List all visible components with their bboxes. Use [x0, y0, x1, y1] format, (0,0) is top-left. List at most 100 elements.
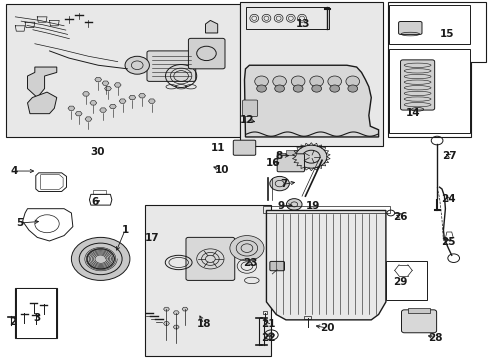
Bar: [388, 5, 469, 44]
Text: 2: 2: [9, 317, 17, 327]
Polygon shape: [75, 112, 82, 116]
Text: 12: 12: [239, 115, 254, 125]
Polygon shape: [163, 321, 169, 325]
Bar: [262, 311, 267, 314]
Bar: [245, 7, 328, 30]
Ellipse shape: [254, 76, 268, 87]
Circle shape: [229, 235, 264, 261]
FancyBboxPatch shape: [398, 22, 421, 35]
Polygon shape: [266, 211, 385, 320]
Bar: [16, 288, 56, 338]
Text: 20: 20: [320, 323, 334, 333]
FancyBboxPatch shape: [147, 51, 195, 81]
Text: 13: 13: [295, 19, 309, 29]
Polygon shape: [129, 95, 136, 100]
Text: 30: 30: [90, 147, 104, 157]
Circle shape: [286, 199, 302, 210]
Circle shape: [274, 85, 284, 92]
Polygon shape: [205, 21, 217, 33]
Bar: [407, 309, 429, 313]
FancyBboxPatch shape: [388, 270, 417, 295]
Text: 4: 4: [10, 166, 18, 176]
Bar: [387, 62, 470, 137]
Text: 7: 7: [279, 179, 286, 189]
Text: 27: 27: [441, 150, 456, 161]
Bar: [388, 49, 469, 134]
Text: 18: 18: [196, 319, 211, 329]
Text: 28: 28: [427, 333, 442, 343]
Circle shape: [71, 237, 130, 280]
Polygon shape: [109, 104, 116, 109]
Polygon shape: [173, 311, 179, 315]
FancyBboxPatch shape: [188, 39, 224, 69]
Bar: [93, 190, 105, 194]
Polygon shape: [182, 307, 187, 311]
Text: 6: 6: [91, 197, 98, 207]
Text: 23: 23: [243, 258, 257, 268]
Bar: [387, 3, 485, 62]
FancyBboxPatch shape: [400, 60, 434, 110]
Text: 25: 25: [440, 237, 455, 247]
FancyBboxPatch shape: [233, 140, 255, 155]
Text: 14: 14: [405, 108, 419, 118]
Text: 22: 22: [260, 333, 275, 343]
Polygon shape: [90, 101, 97, 105]
Bar: [15, 288, 57, 338]
FancyBboxPatch shape: [401, 310, 436, 333]
Bar: [5, 4, 239, 137]
FancyBboxPatch shape: [242, 100, 257, 117]
Bar: [262, 206, 389, 213]
Polygon shape: [114, 83, 121, 87]
Ellipse shape: [291, 76, 305, 87]
Circle shape: [347, 85, 357, 92]
FancyBboxPatch shape: [269, 261, 284, 271]
FancyBboxPatch shape: [277, 154, 304, 172]
Text: 8: 8: [274, 150, 282, 161]
Text: 3: 3: [34, 313, 41, 323]
Ellipse shape: [327, 76, 341, 87]
Ellipse shape: [272, 76, 286, 87]
Ellipse shape: [345, 76, 359, 87]
Text: 15: 15: [439, 29, 453, 39]
Text: 11: 11: [210, 143, 224, 153]
Text: 29: 29: [392, 277, 407, 287]
Polygon shape: [148, 99, 155, 103]
Circle shape: [256, 85, 266, 92]
Polygon shape: [95, 77, 102, 82]
Text: 19: 19: [305, 201, 319, 211]
Polygon shape: [100, 108, 106, 112]
Circle shape: [269, 176, 289, 191]
Bar: [144, 205, 271, 356]
Polygon shape: [27, 67, 57, 98]
Polygon shape: [85, 117, 92, 121]
Polygon shape: [163, 307, 169, 311]
Polygon shape: [139, 94, 145, 98]
Polygon shape: [173, 325, 179, 329]
Polygon shape: [102, 81, 109, 85]
Text: 26: 26: [392, 212, 407, 221]
Text: 21: 21: [260, 319, 275, 329]
Circle shape: [329, 85, 339, 92]
Text: 24: 24: [440, 194, 455, 204]
Polygon shape: [27, 92, 57, 114]
Circle shape: [293, 85, 303, 92]
Polygon shape: [244, 65, 378, 137]
Text: 10: 10: [214, 165, 228, 175]
Polygon shape: [119, 99, 126, 103]
Circle shape: [295, 145, 326, 168]
Text: 17: 17: [144, 233, 159, 243]
Text: 9: 9: [277, 201, 284, 211]
Polygon shape: [82, 92, 89, 96]
Polygon shape: [68, 106, 75, 111]
Text: 1: 1: [121, 225, 128, 235]
Bar: [239, 3, 383, 146]
Ellipse shape: [309, 76, 323, 87]
Circle shape: [311, 85, 321, 92]
Polygon shape: [104, 86, 111, 91]
Bar: [304, 316, 311, 319]
Text: 16: 16: [265, 158, 280, 168]
Bar: [385, 261, 427, 300]
Text: 5: 5: [17, 218, 24, 228]
Circle shape: [125, 56, 149, 74]
FancyBboxPatch shape: [185, 237, 234, 280]
